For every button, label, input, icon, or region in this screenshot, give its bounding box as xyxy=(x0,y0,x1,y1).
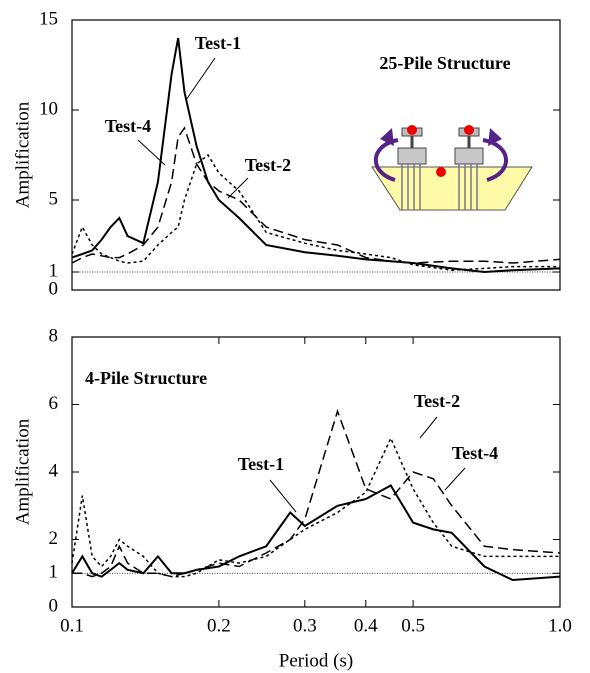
series-line xyxy=(72,408,561,578)
y-tick-label: 4 xyxy=(49,460,59,481)
x-tick-label: 0.1 xyxy=(60,615,84,636)
x-tick-label: 0.2 xyxy=(207,615,231,636)
series-label: Test-4 xyxy=(452,443,498,463)
x-tick-label: 0.5 xyxy=(401,615,425,636)
y-tick-label: 15 xyxy=(39,8,58,29)
x-tick-label: 0.3 xyxy=(293,615,317,636)
series-line xyxy=(71,126,561,264)
series-line xyxy=(71,436,560,578)
pile-cap xyxy=(454,147,484,165)
series-line xyxy=(71,153,560,271)
x-axis-label: Period (s) xyxy=(279,650,353,671)
pile-cap xyxy=(397,147,427,165)
y-tick-label: 2 xyxy=(49,528,59,549)
sensor xyxy=(407,125,417,135)
series-label: Test-2 xyxy=(245,155,291,175)
arrow-head xyxy=(488,128,502,146)
series-label: Test-2 xyxy=(414,391,460,411)
y-tick-label: 6 xyxy=(49,393,59,414)
y-tick-label: 5 xyxy=(49,188,59,209)
y-tick-label: 0 xyxy=(49,278,59,299)
panel-title: 25-Pile Structure xyxy=(379,53,510,73)
series-label: Test-4 xyxy=(105,116,151,136)
soil-block xyxy=(371,166,533,211)
y-tick-label: 1 xyxy=(49,562,59,583)
y-axis-label: Amplification xyxy=(12,418,33,525)
leader-line xyxy=(419,416,438,439)
leader-line xyxy=(227,177,249,199)
panel: 0 1 2 4 6 8 0.1 0.2 0.3 0.4 0.5 1.0 Amplification Per… xyxy=(12,325,572,671)
plot-frame xyxy=(71,19,561,291)
arrow-head xyxy=(380,128,394,146)
piles xyxy=(401,164,478,210)
structure-diagram xyxy=(371,125,533,211)
y-tick-label: 10 xyxy=(39,98,58,119)
leader-line xyxy=(444,467,466,491)
series-label: Test-1 xyxy=(238,454,284,474)
panel-title: 4-Pile Structure xyxy=(85,368,207,388)
series-line xyxy=(71,484,561,582)
y-tick-label: 0 xyxy=(49,595,59,616)
x-tick-label: 1.0 xyxy=(548,615,572,636)
leader-line xyxy=(185,57,216,101)
y-tick-label: 1 xyxy=(49,260,59,281)
sensor xyxy=(436,167,446,177)
y-axis-label: Amplification xyxy=(12,101,33,208)
y-tick-label: 8 xyxy=(49,325,59,346)
sensor xyxy=(464,125,474,135)
leader-line xyxy=(269,479,297,513)
series-label: Test-1 xyxy=(195,33,241,53)
leader-line xyxy=(137,139,166,166)
x-tick-label: 0.4 xyxy=(354,615,378,636)
